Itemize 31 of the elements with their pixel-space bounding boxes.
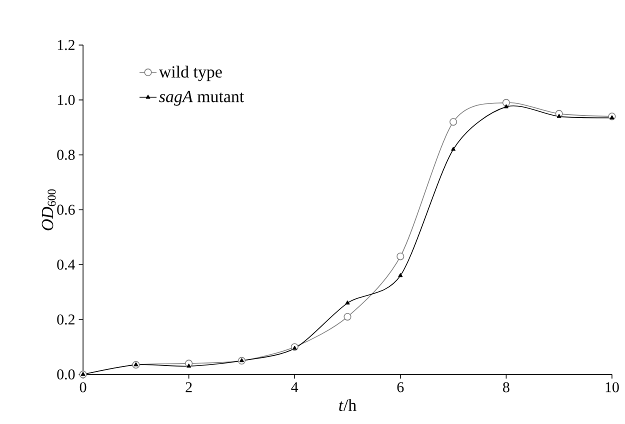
x-tick-label: 10: [606, 382, 619, 392]
point: [502, 98, 510, 106]
x-tick-label: 4: [291, 382, 298, 392]
y-tick-label: 0.2: [57, 314, 74, 325]
point: [292, 346, 297, 350]
y-axis-title: OD$_{600}$: [42, 189, 56, 230]
x-tick-label: 6: [397, 382, 404, 392]
legend-label: wild type: [158, 66, 222, 82]
y-tick-label: 0.4: [57, 260, 76, 270]
point: [398, 273, 403, 278]
y-tick-label: 0.8: [57, 150, 75, 160]
point: [504, 104, 508, 108]
point: [186, 364, 192, 368]
y-tick-label: 0.6: [57, 204, 75, 215]
y-tick-label: 1.0: [58, 94, 75, 106]
y-tick-label: 1.2: [58, 40, 74, 50]
x-tick-label: 0: [80, 382, 86, 392]
point: [610, 115, 614, 120]
legend-label: sagA mutant: [159, 90, 244, 106]
y-tick-label: 0.0: [57, 369, 75, 380]
point: [396, 252, 404, 260]
x-axis-title: t/h: [339, 399, 356, 412]
point: [80, 372, 86, 376]
point: [556, 114, 562, 118]
point: [345, 300, 350, 304]
point: [134, 362, 138, 366]
point: [451, 146, 456, 151]
x-tick-label: 8: [503, 382, 510, 392]
point: [450, 118, 458, 126]
x-tick-label: 2: [186, 382, 192, 392]
point: [344, 312, 352, 321]
